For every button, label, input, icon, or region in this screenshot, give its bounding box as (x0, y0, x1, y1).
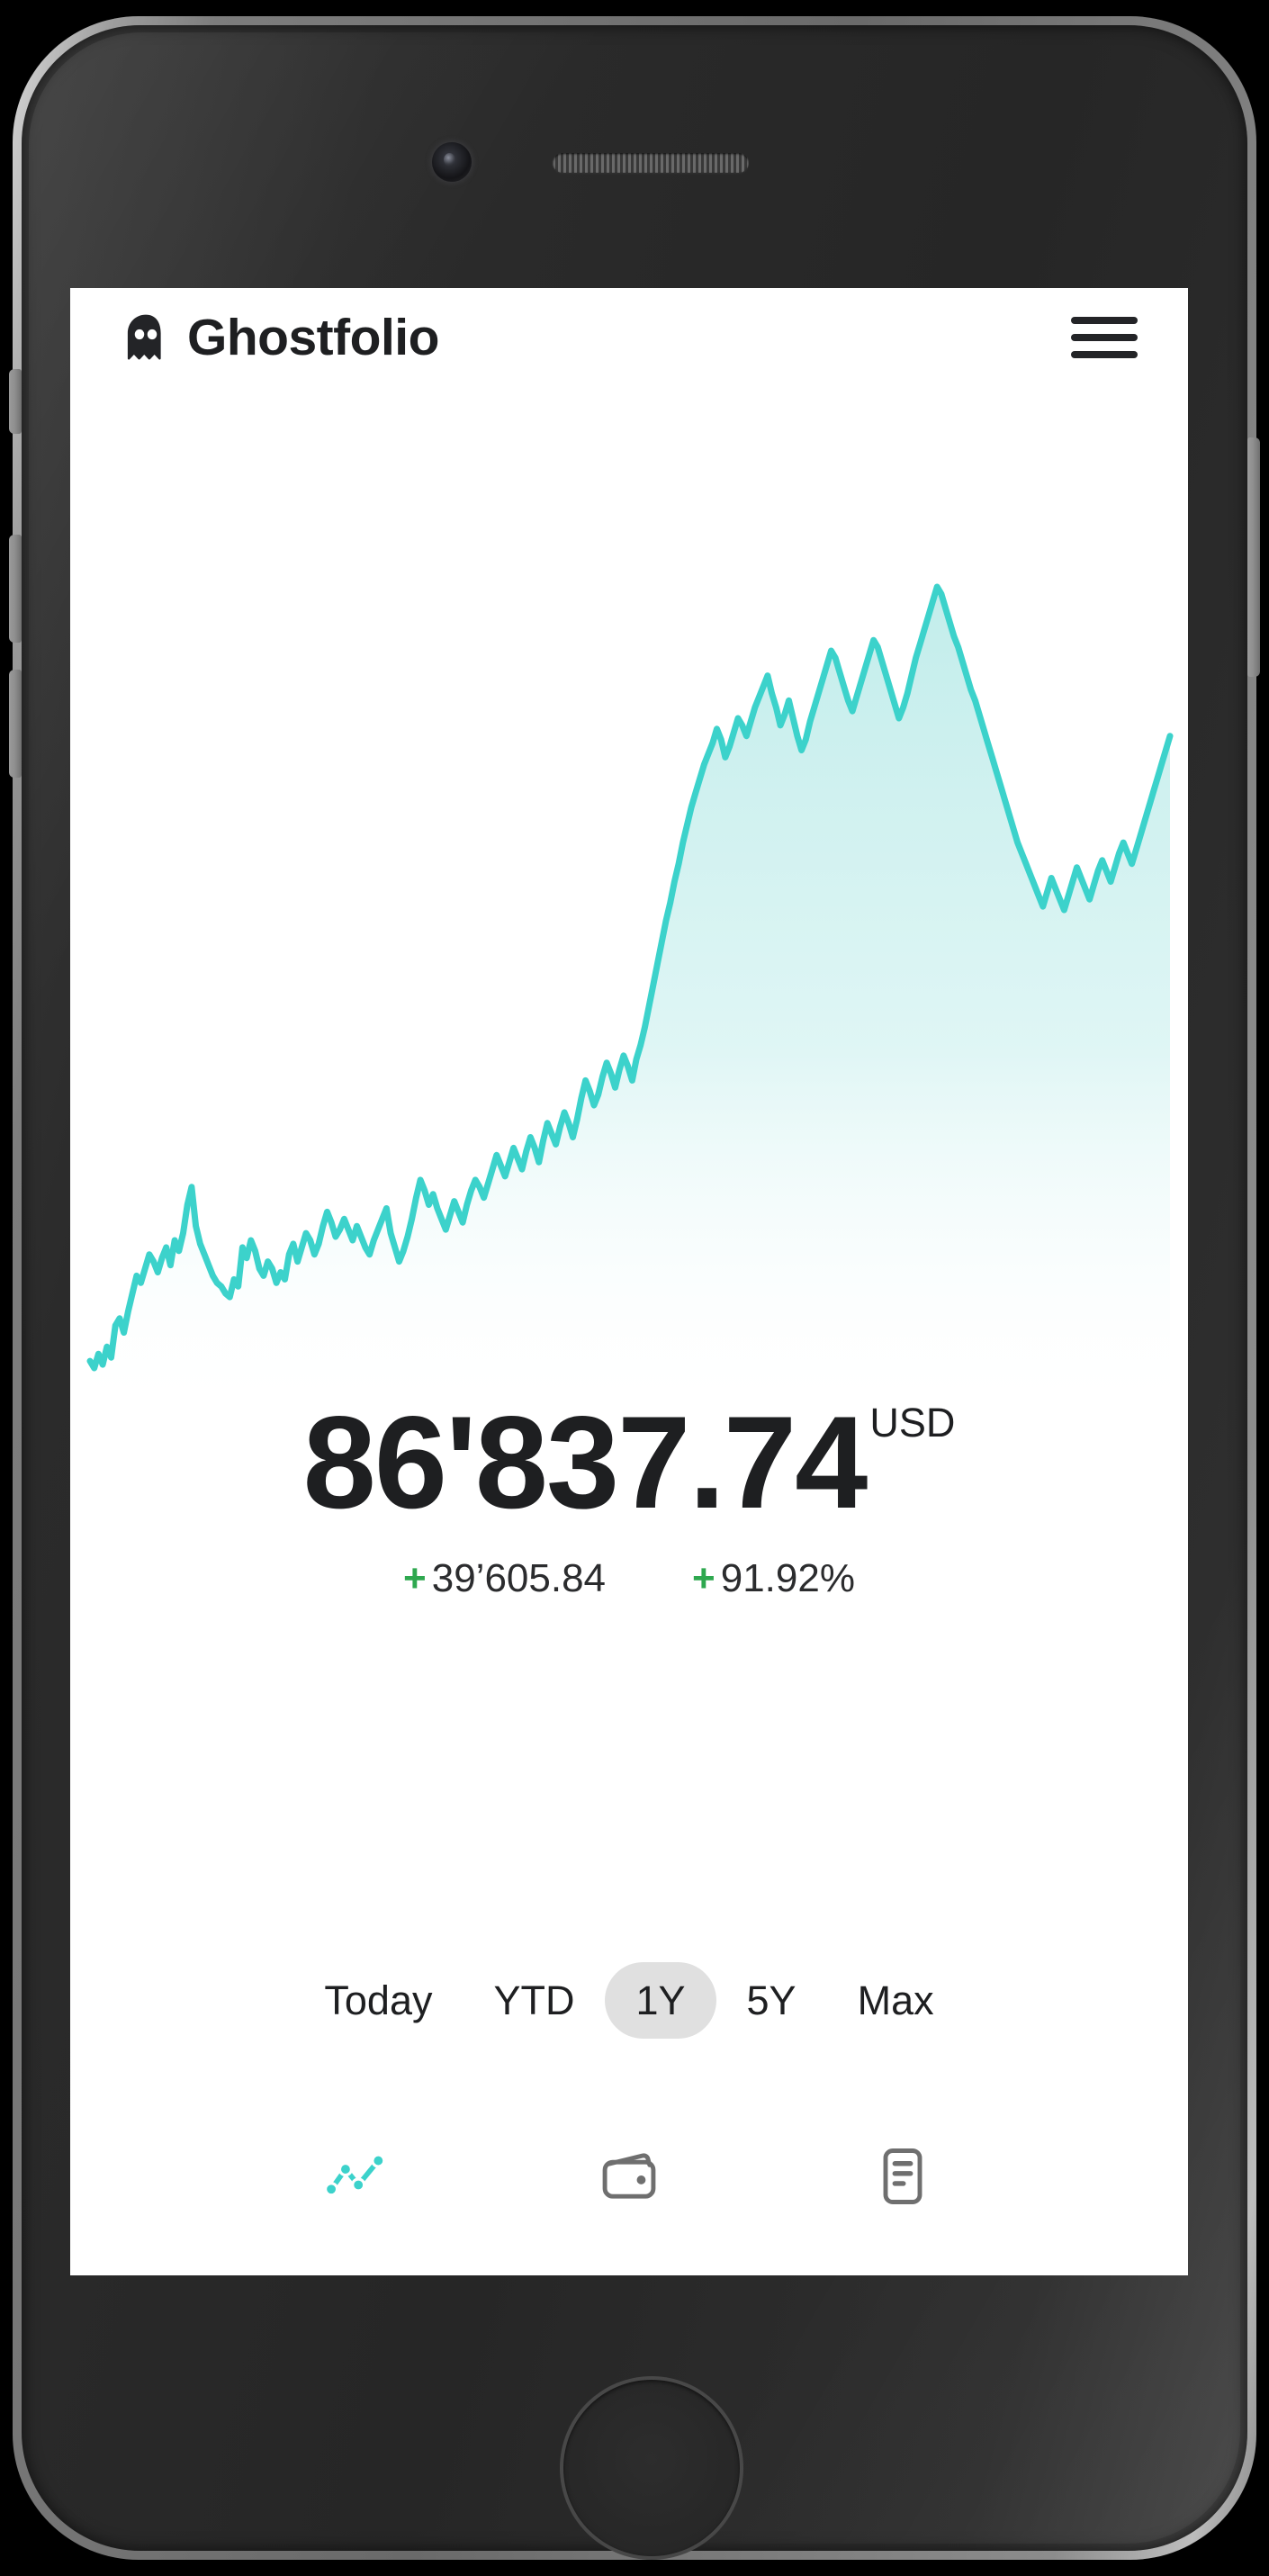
range-tab-ytd[interactable]: YTD (493, 1977, 575, 2023)
portfolio-value-row: 86'837.74 USD (70, 1397, 1188, 1528)
volume-down-button[interactable] (9, 670, 22, 778)
bottom-navigation (70, 2133, 1188, 2220)
brand-name: Ghostfolio (187, 308, 439, 366)
chart-line (90, 587, 1170, 1368)
wallet-icon (602, 2153, 656, 2199)
change-absolute-sign: + (403, 1556, 427, 1600)
volume-up-button[interactable] (9, 535, 22, 643)
portfolio-chart-svg (70, 558, 1188, 1422)
range-tab-5y[interactable]: 5Y (746, 1977, 796, 2023)
range-tab-max[interactable]: Max (857, 1977, 934, 2023)
change-percent-sign: + (692, 1556, 716, 1600)
range-tab-today[interactable]: Today (324, 1977, 433, 2023)
change-percent: +91.92% (692, 1559, 855, 1599)
home-button[interactable] (560, 2376, 743, 2560)
chart-area-fill (90, 587, 1170, 1422)
date-range-tabs[interactable]: Today YTD 1Y 5Y Max (70, 1962, 1188, 2039)
portfolio-performance-chart[interactable] (70, 558, 1188, 1458)
nav-activities-button[interactable] (860, 2133, 946, 2220)
hamburger-menu-icon[interactable] (1071, 311, 1138, 364)
range-tab-1y[interactable]: 1Y (605, 1962, 716, 2039)
power-button[interactable] (1247, 437, 1260, 677)
analytics-icon (324, 2153, 386, 2197)
portfolio-value-block: 86'837.74 USD +39’605.84 +91.92% (70, 1397, 1188, 1599)
ghost-logo-icon (127, 314, 161, 360)
mute-switch-button[interactable] (9, 369, 22, 434)
change-percent-value: 91.92% (720, 1556, 855, 1600)
portfolio-currency: USD (869, 1400, 956, 1446)
phone-device: Ghostfolio 86'837.74 (9, 16, 1260, 2560)
nav-analytics-button[interactable] (312, 2133, 399, 2220)
change-absolute: +39’605.84 (403, 1559, 606, 1599)
document-icon (883, 2148, 922, 2204)
nav-portfolio-button[interactable] (586, 2133, 672, 2220)
portfolio-change-row: +39’605.84 +91.92% (70, 1559, 1188, 1599)
portfolio-amount: 86'837.74 (302, 1389, 868, 1536)
change-absolute-value: 39’605.84 (431, 1556, 607, 1600)
earpiece-speaker-icon (553, 153, 749, 173)
front-camera-icon (432, 142, 472, 182)
phone-screen: Ghostfolio 86'837.74 (70, 288, 1188, 2275)
app-header: Ghostfolio (70, 288, 1188, 387)
brand-logo-group[interactable]: Ghostfolio (121, 308, 439, 366)
